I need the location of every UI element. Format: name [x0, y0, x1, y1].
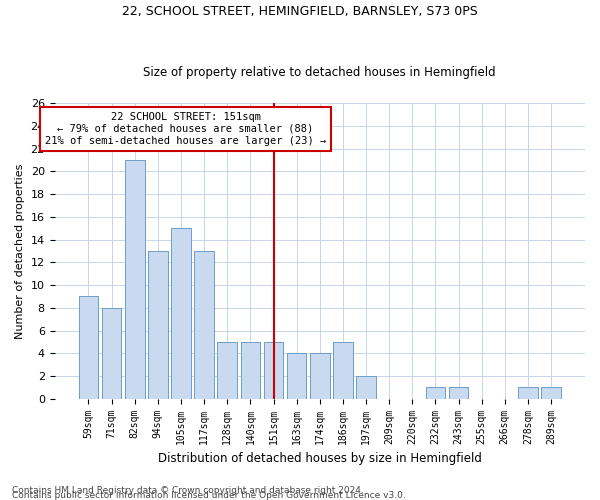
Title: Size of property relative to detached houses in Hemingfield: Size of property relative to detached ho… — [143, 66, 496, 78]
Bar — [125, 160, 145, 398]
Bar — [79, 296, 98, 398]
Bar — [217, 342, 237, 398]
Bar — [194, 251, 214, 398]
Bar — [425, 388, 445, 398]
Text: Contains public sector information licensed under the Open Government Licence v3: Contains public sector information licen… — [12, 491, 406, 500]
Bar — [449, 388, 469, 398]
Bar — [287, 353, 307, 399]
Bar — [310, 353, 329, 399]
Text: Contains HM Land Registry data © Crown copyright and database right 2024.: Contains HM Land Registry data © Crown c… — [12, 486, 364, 495]
Bar — [333, 342, 353, 398]
Y-axis label: Number of detached properties: Number of detached properties — [15, 164, 25, 338]
Bar — [148, 251, 167, 398]
Bar — [241, 342, 260, 398]
X-axis label: Distribution of detached houses by size in Hemingfield: Distribution of detached houses by size … — [158, 452, 482, 465]
Bar — [518, 388, 538, 398]
Bar — [102, 308, 121, 398]
Bar — [263, 342, 283, 398]
Bar — [541, 388, 561, 398]
Bar — [171, 228, 191, 398]
Text: 22 SCHOOL STREET: 151sqm
← 79% of detached houses are smaller (88)
21% of semi-d: 22 SCHOOL STREET: 151sqm ← 79% of detach… — [45, 112, 326, 146]
Text: 22, SCHOOL STREET, HEMINGFIELD, BARNSLEY, S73 0PS: 22, SCHOOL STREET, HEMINGFIELD, BARNSLEY… — [122, 5, 478, 18]
Bar — [356, 376, 376, 398]
